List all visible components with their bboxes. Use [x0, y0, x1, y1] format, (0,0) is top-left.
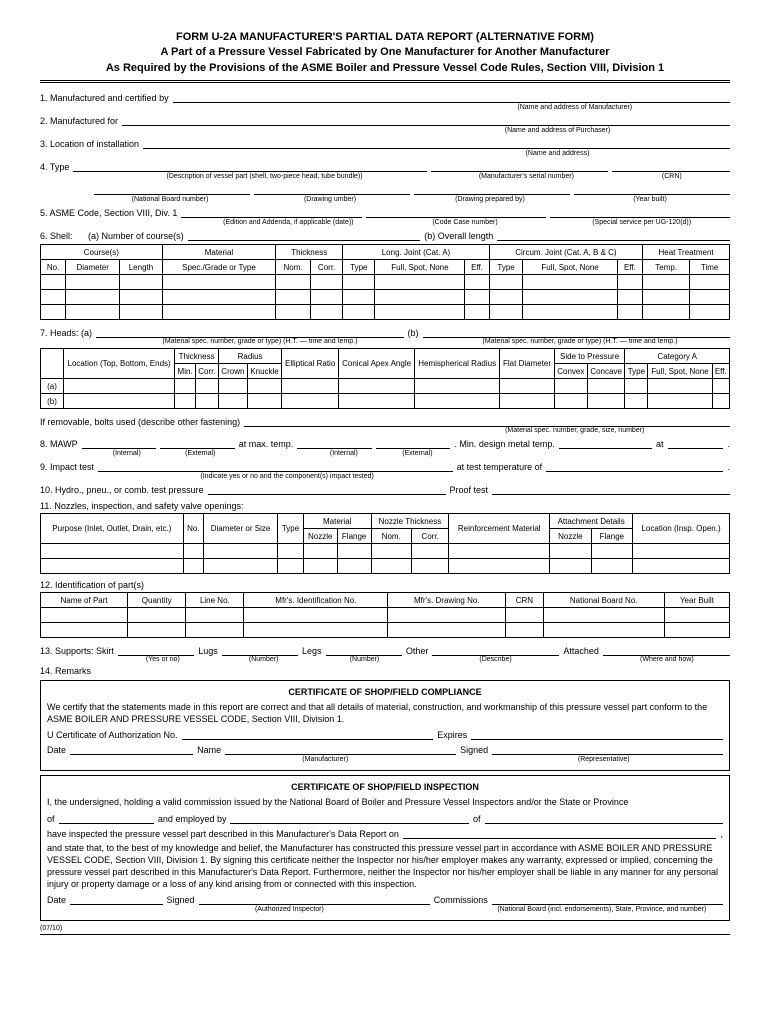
footer-rule: [40, 934, 730, 935]
line-4: 4. Type: [40, 160, 730, 172]
line-12: 12. Identification of part(s): [40, 580, 730, 590]
line-10: 10. Hydro., pneu., or comb. test pressur…: [40, 483, 730, 495]
cert-inspection: CERTIFICATE OF SHOP/FIELD INSPECTION I, …: [40, 775, 730, 921]
removable: If removable, bolts used (describe other…: [40, 415, 730, 427]
line-7: 7. Heads: (a)(b): [40, 326, 730, 338]
table-heads: Location (Top, Bottom, Ends)ThicknessRad…: [40, 348, 730, 409]
cert-compliance: CERTIFICATE OF SHOP/FIELD COMPLIANCE We …: [40, 680, 730, 771]
line-1: 1. Manufactured and certified by: [40, 91, 730, 103]
footer-date: (07/10): [40, 925, 730, 932]
line-11: 11. Nozzles, inspection, and safety valv…: [40, 501, 730, 511]
table-ident: Name of PartQuantityLine No.Mfr's. Ident…: [40, 592, 730, 638]
line-1-sub: (Name and address of Manufacturer): [420, 104, 731, 111]
line-8: 8. MAWPat max. temp.. Min. design metal …: [40, 437, 730, 449]
table-shell: Course(s)MaterialThicknessLong. Joint (C…: [40, 244, 730, 320]
header-rule: [40, 80, 730, 83]
line-13: 13. Supports: SkirtLugsLegsOtherAttached: [40, 644, 730, 656]
table-nozzles: Purpose (Inlet, Outlet, Drain, etc.)No.D…: [40, 513, 730, 574]
line-4b: [40, 183, 730, 195]
line-6: 6. Shell: (a) Number of course(s)(b) Ove…: [40, 229, 730, 241]
line-2-sub: (Name and address of Purchaser): [385, 127, 730, 134]
line-3: 3. Location of installation: [40, 137, 730, 149]
line-5: 5. ASME Code, Section VIII, Div. 1: [40, 206, 730, 218]
line-3-sub: (Name and address): [385, 150, 730, 157]
form-title: FORM U-2A MANUFACTURER'S PARTIAL DATA RE…: [40, 30, 730, 76]
line-14: 14. Remarks: [40, 666, 730, 676]
line-9: 9. Impact testat test temperature of.: [40, 460, 730, 472]
line-2: 2. Manufactured for: [40, 114, 730, 126]
